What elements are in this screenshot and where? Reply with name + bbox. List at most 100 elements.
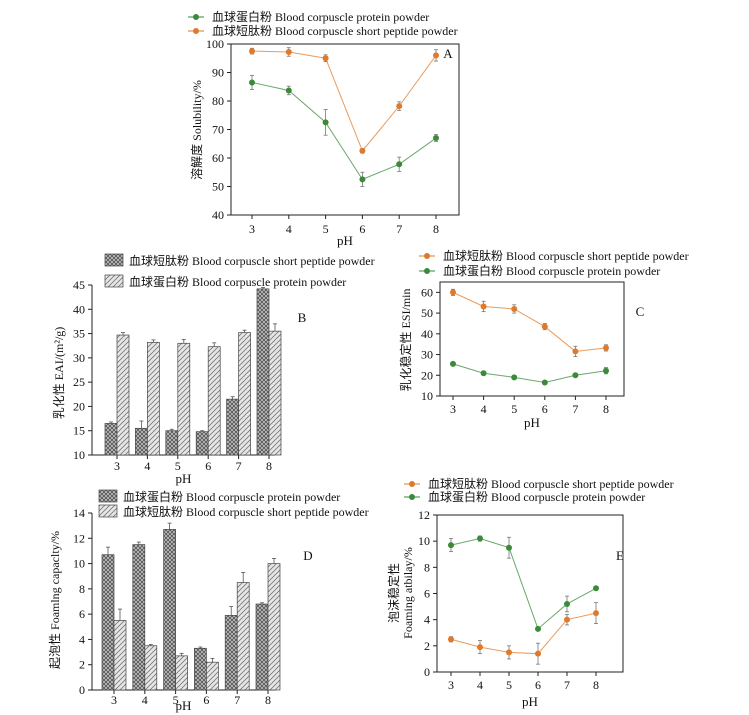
y-tick-label: 25 [73, 375, 85, 389]
y-tick-label: 4 [79, 632, 85, 646]
legend-swatch [104, 274, 124, 288]
data-point [359, 147, 366, 154]
panel-letter: C [636, 304, 645, 319]
bar [175, 655, 188, 691]
panel-letter: B [298, 310, 307, 325]
bar [224, 615, 238, 691]
y-tick-label: 6 [79, 607, 85, 621]
legend-label: 血球蛋白粉 Blood corpuscle protein powder [129, 274, 346, 289]
y-tick-label: 30 [73, 351, 85, 365]
y-tick-label: 10 [418, 534, 430, 548]
y-tick-label: 8 [424, 560, 430, 574]
bar [207, 346, 221, 456]
y-tick-label: 30 [421, 348, 433, 362]
bar [132, 544, 146, 691]
data-point [285, 48, 292, 55]
data-point [448, 542, 454, 549]
bar [135, 427, 148, 456]
legend-label: 血球蛋白粉 Blood corpuscle protein powder [212, 9, 429, 24]
x-tick-label: 6 [535, 678, 541, 692]
y-tick-label: 12 [418, 508, 430, 522]
x-tick-label: 3 [448, 678, 454, 692]
legend-marker [193, 14, 199, 20]
bar [268, 330, 282, 456]
x-tick-label: 8 [266, 459, 272, 473]
data-point [506, 544, 512, 551]
y-axis-label: 溶解度 Solubility/% [189, 80, 204, 180]
legend-marker [424, 268, 430, 274]
x-tick-label: 4 [477, 678, 483, 692]
data-point [535, 625, 541, 632]
legend-swatch [98, 489, 118, 503]
y-tick-label: 20 [421, 368, 433, 382]
bar [177, 342, 191, 456]
legend-marker [409, 481, 415, 487]
legend-marker [409, 494, 415, 500]
data-point [285, 87, 292, 94]
legend-label: 血球短肽粉 Blood corpuscle short peptide powd… [129, 253, 375, 268]
panel-e: 0 2 4 6 8 10 12 3 4 5 6 7 8 血球短肽粉 Blood corpuscle sho… [386, 476, 674, 709]
legend-label: 血球蛋白粉 Blood corpuscle protein powder [443, 263, 660, 278]
data-point [477, 535, 483, 542]
plot-frame [439, 281, 625, 397]
bar [256, 288, 270, 456]
data-point [603, 344, 609, 351]
bar [163, 529, 176, 691]
y-tick-label: 2 [424, 639, 430, 653]
legend-label: 血球短肽粉 Blood corpuscle short peptide powd… [212, 23, 458, 38]
y-tick-label: 40 [421, 327, 433, 341]
x-tick-label: 7 [396, 222, 402, 236]
y-tick-label: 14 [73, 506, 85, 520]
bar [144, 645, 158, 691]
data-point [511, 305, 518, 312]
y-tick-label: 2 [79, 658, 85, 672]
y-axis-label: 乳化稳定性 ESI/min [398, 288, 413, 391]
legend-swatch [104, 253, 124, 267]
x-tick-label: 3 [450, 402, 456, 416]
y-tick-label: 60 [421, 285, 433, 299]
x-tick-label: 7 [236, 459, 242, 473]
data-point [450, 289, 456, 296]
x-tick-label: 6 [205, 459, 211, 473]
y-tick-label: 45 [73, 278, 85, 292]
y-tick-label: 70 [212, 123, 224, 137]
x-tick-label: 7 [234, 693, 240, 707]
y-tick-label: 40 [212, 208, 224, 222]
y-tick-label: 0 [79, 683, 85, 697]
data-point [572, 372, 579, 379]
x-tick-label: 4 [481, 402, 487, 416]
x-tick-label: 8 [603, 402, 609, 416]
bar [206, 661, 219, 691]
x-axis-label: pH [337, 233, 353, 248]
data-point [511, 374, 518, 381]
data-point [564, 616, 570, 623]
plot-frame [230, 43, 460, 216]
data-point [603, 367, 609, 374]
x-tick-label: 7 [572, 402, 578, 416]
panel-c: 10 20 30 40 50 60 3 4 5 6 7 8 血球短肽粉 Blood corpuscle … [398, 248, 689, 430]
x-axis-label: pH [176, 698, 192, 713]
x-tick-label: 4 [142, 693, 148, 707]
bar [147, 341, 160, 456]
y-tick-label: 35 [73, 327, 85, 341]
y-tick-label: 10 [421, 389, 433, 403]
y-tick-label: 0 [424, 665, 430, 679]
data-point [593, 610, 599, 617]
data-point [322, 119, 329, 126]
data-point [359, 176, 366, 183]
panel-a: 40 50 60 70 80 90 100 3 4 5 6 7 8 血球蛋白粉 Blood corpusc… [188, 9, 460, 248]
y-tick-label: 20 [73, 399, 85, 413]
y-tick-label: 6 [424, 587, 430, 601]
data-point [506, 649, 512, 656]
legend-marker [424, 253, 430, 259]
y-tick-label: 8 [79, 582, 85, 596]
data-point [396, 161, 403, 168]
bar [165, 430, 179, 456]
plot-frame [436, 514, 624, 673]
bar [113, 620, 127, 691]
bar [116, 334, 130, 456]
legend-marker [193, 28, 199, 34]
legend-label: 血球蛋白粉 Blood corpuscle protein powder [428, 489, 645, 504]
x-tick-label: 3 [111, 693, 117, 707]
